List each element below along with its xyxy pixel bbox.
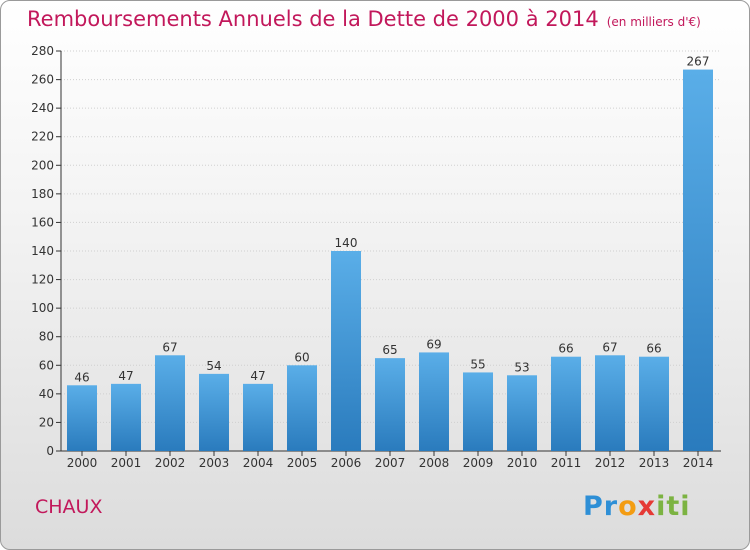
y-tick-label: 220 bbox=[31, 130, 54, 144]
bar bbox=[331, 251, 361, 451]
bar bbox=[155, 355, 185, 451]
x-tick-label: 2009 bbox=[463, 456, 494, 470]
data-label: 53 bbox=[514, 360, 529, 374]
y-tick-label: 0 bbox=[46, 444, 54, 458]
x-tick-label: 2005 bbox=[287, 456, 318, 470]
bar-chart: 020406080100120140160180200220240260280 … bbox=[31, 44, 721, 470]
x-tick-label: 2011 bbox=[551, 456, 582, 470]
data-label: 67 bbox=[162, 340, 177, 354]
y-tick-label: 100 bbox=[31, 301, 54, 315]
commune-name: CHAUX bbox=[35, 496, 103, 518]
x-tick-label: 2014 bbox=[683, 456, 714, 470]
x-tick-label: 2012 bbox=[595, 456, 626, 470]
data-label: 140 bbox=[335, 236, 358, 250]
bar bbox=[683, 69, 713, 452]
bar bbox=[111, 383, 141, 451]
data-label: 46 bbox=[74, 370, 89, 384]
y-tick-label: 200 bbox=[31, 158, 54, 172]
y-tick-label: 160 bbox=[31, 215, 54, 229]
x-tick-label: 2000 bbox=[67, 456, 98, 470]
data-label: 47 bbox=[250, 369, 265, 383]
data-label: 55 bbox=[470, 357, 485, 371]
data-label: 60 bbox=[294, 350, 309, 364]
bar bbox=[419, 352, 449, 451]
y-tick-label: 20 bbox=[39, 415, 54, 429]
bar bbox=[507, 375, 537, 451]
y-tick-label: 140 bbox=[31, 244, 54, 258]
proxiti-logo: Proxiti bbox=[583, 491, 691, 522]
y-tick-label: 240 bbox=[31, 101, 54, 115]
bar bbox=[67, 385, 97, 451]
chart-title: Remboursements Annuels de la Dette de 20… bbox=[27, 7, 701, 31]
y-tick-label: 260 bbox=[31, 73, 54, 87]
labels: 2000 46 2001 47 2002 67 2003 54 2004 47 2005 60 2006… bbox=[67, 55, 714, 470]
y-tick-label: 120 bbox=[31, 273, 54, 287]
bars bbox=[67, 69, 713, 452]
bar bbox=[595, 355, 625, 451]
x-tick-label: 2010 bbox=[507, 456, 538, 470]
data-label: 65 bbox=[382, 343, 397, 357]
x-tick-label: 2008 bbox=[419, 456, 450, 470]
chart-unit: (en milliers d'€) bbox=[606, 15, 701, 29]
y-tick-label: 180 bbox=[31, 187, 54, 201]
y-tick-label: 80 bbox=[39, 330, 54, 344]
bar bbox=[551, 356, 581, 451]
data-label: 54 bbox=[206, 359, 221, 373]
data-label: 67 bbox=[602, 340, 617, 354]
bar bbox=[375, 358, 405, 451]
data-label: 69 bbox=[426, 337, 441, 351]
data-label: 267 bbox=[687, 55, 710, 69]
x-tick-label: 2006 bbox=[331, 456, 362, 470]
x-tick-label: 2004 bbox=[243, 456, 274, 470]
data-label: 66 bbox=[558, 342, 573, 356]
bar bbox=[639, 356, 669, 451]
bar bbox=[199, 373, 229, 451]
chart-title-text: Remboursements Annuels de la Dette de 20… bbox=[27, 7, 599, 31]
data-label: 66 bbox=[646, 342, 661, 356]
x-tick-label: 2001 bbox=[111, 456, 142, 470]
data-label: 47 bbox=[118, 369, 133, 383]
bar bbox=[243, 383, 273, 451]
bar bbox=[463, 372, 493, 451]
bar bbox=[287, 365, 317, 451]
y-tick-label: 280 bbox=[31, 44, 54, 58]
x-tick-label: 2007 bbox=[375, 456, 406, 470]
x-tick-label: 2013 bbox=[639, 456, 670, 470]
x-tick-label: 2003 bbox=[199, 456, 230, 470]
x-tick-label: 2002 bbox=[155, 456, 186, 470]
y-tick-label: 60 bbox=[39, 358, 54, 372]
y-tick-label: 40 bbox=[39, 387, 54, 401]
